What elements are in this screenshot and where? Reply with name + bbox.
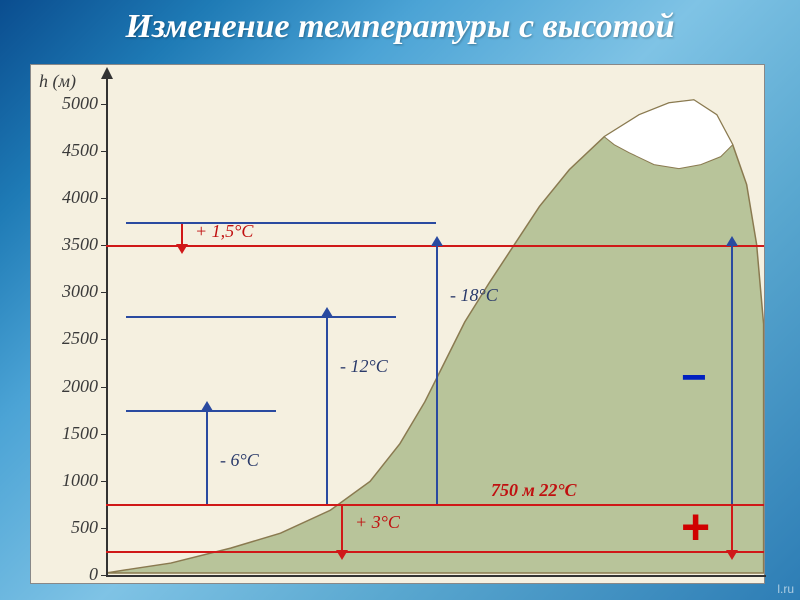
delta-arrow xyxy=(206,410,208,504)
y-axis xyxy=(106,75,108,575)
y-axis-arrow-icon xyxy=(101,67,113,79)
ytick-label: 1500 xyxy=(48,423,98,444)
ytick-label: 4000 xyxy=(48,187,98,208)
delta-arrow xyxy=(436,245,438,504)
delta-cap xyxy=(126,410,206,412)
level-line xyxy=(106,504,764,506)
ytick-label: 3500 xyxy=(48,234,98,255)
background: Изменение температуры с высотой h (м) − … xyxy=(0,0,800,600)
ytick-label: 3000 xyxy=(48,281,98,302)
ytick-mark xyxy=(101,528,106,529)
ytick-label: 4500 xyxy=(48,140,98,161)
ytick-mark xyxy=(101,481,106,482)
arrow-head-icon xyxy=(431,236,443,246)
delta-arrow xyxy=(181,222,183,246)
x-axis xyxy=(106,575,766,577)
level-line xyxy=(106,551,764,553)
delta-label: + 3°C xyxy=(355,512,400,533)
delta-cap xyxy=(126,222,436,224)
ytick-label: 2000 xyxy=(48,376,98,397)
ytick-label: 1000 xyxy=(48,470,98,491)
ytick-label: 5000 xyxy=(48,93,98,114)
ytick-label: 500 xyxy=(48,517,98,538)
ytick-label: 2500 xyxy=(48,328,98,349)
delta-cap xyxy=(126,316,326,318)
ytick-mark xyxy=(101,434,106,435)
delta-label: - 6°C xyxy=(220,450,259,471)
delta-arrow xyxy=(326,316,328,504)
y-axis-label: h (м) xyxy=(39,71,76,92)
delta-arrow xyxy=(731,504,733,551)
plus-sign: + xyxy=(681,498,710,556)
arrow-head-icon xyxy=(726,236,738,246)
ytick-mark xyxy=(101,339,106,340)
ytick-label: 0 xyxy=(48,564,98,585)
ytick-mark xyxy=(101,575,106,576)
delta-label: + 1,5°C xyxy=(195,221,253,242)
arrow-head-icon xyxy=(726,550,738,560)
delta-label: - 18°C xyxy=(450,285,498,306)
ytick-mark xyxy=(101,151,106,152)
delta-label: - 12°C xyxy=(340,356,388,377)
page-title: Изменение температуры с высотой xyxy=(0,8,800,46)
arrow-head-icon xyxy=(336,550,348,560)
ytick-mark xyxy=(101,387,106,388)
ytick-mark xyxy=(101,292,106,293)
delta-arrow xyxy=(341,504,343,551)
minus-sign: − xyxy=(681,353,707,403)
base-level-label: 750 м 22°C xyxy=(491,480,577,501)
chart-area: h (м) − + 750 м 22°C 0 500 1000 1500 2000 250… xyxy=(30,64,765,584)
arrow-head-icon xyxy=(176,244,188,254)
footer-watermark: l.ru xyxy=(777,582,794,596)
ytick-mark xyxy=(101,104,106,105)
ytick-mark xyxy=(101,198,106,199)
delta-arrow xyxy=(731,245,733,504)
